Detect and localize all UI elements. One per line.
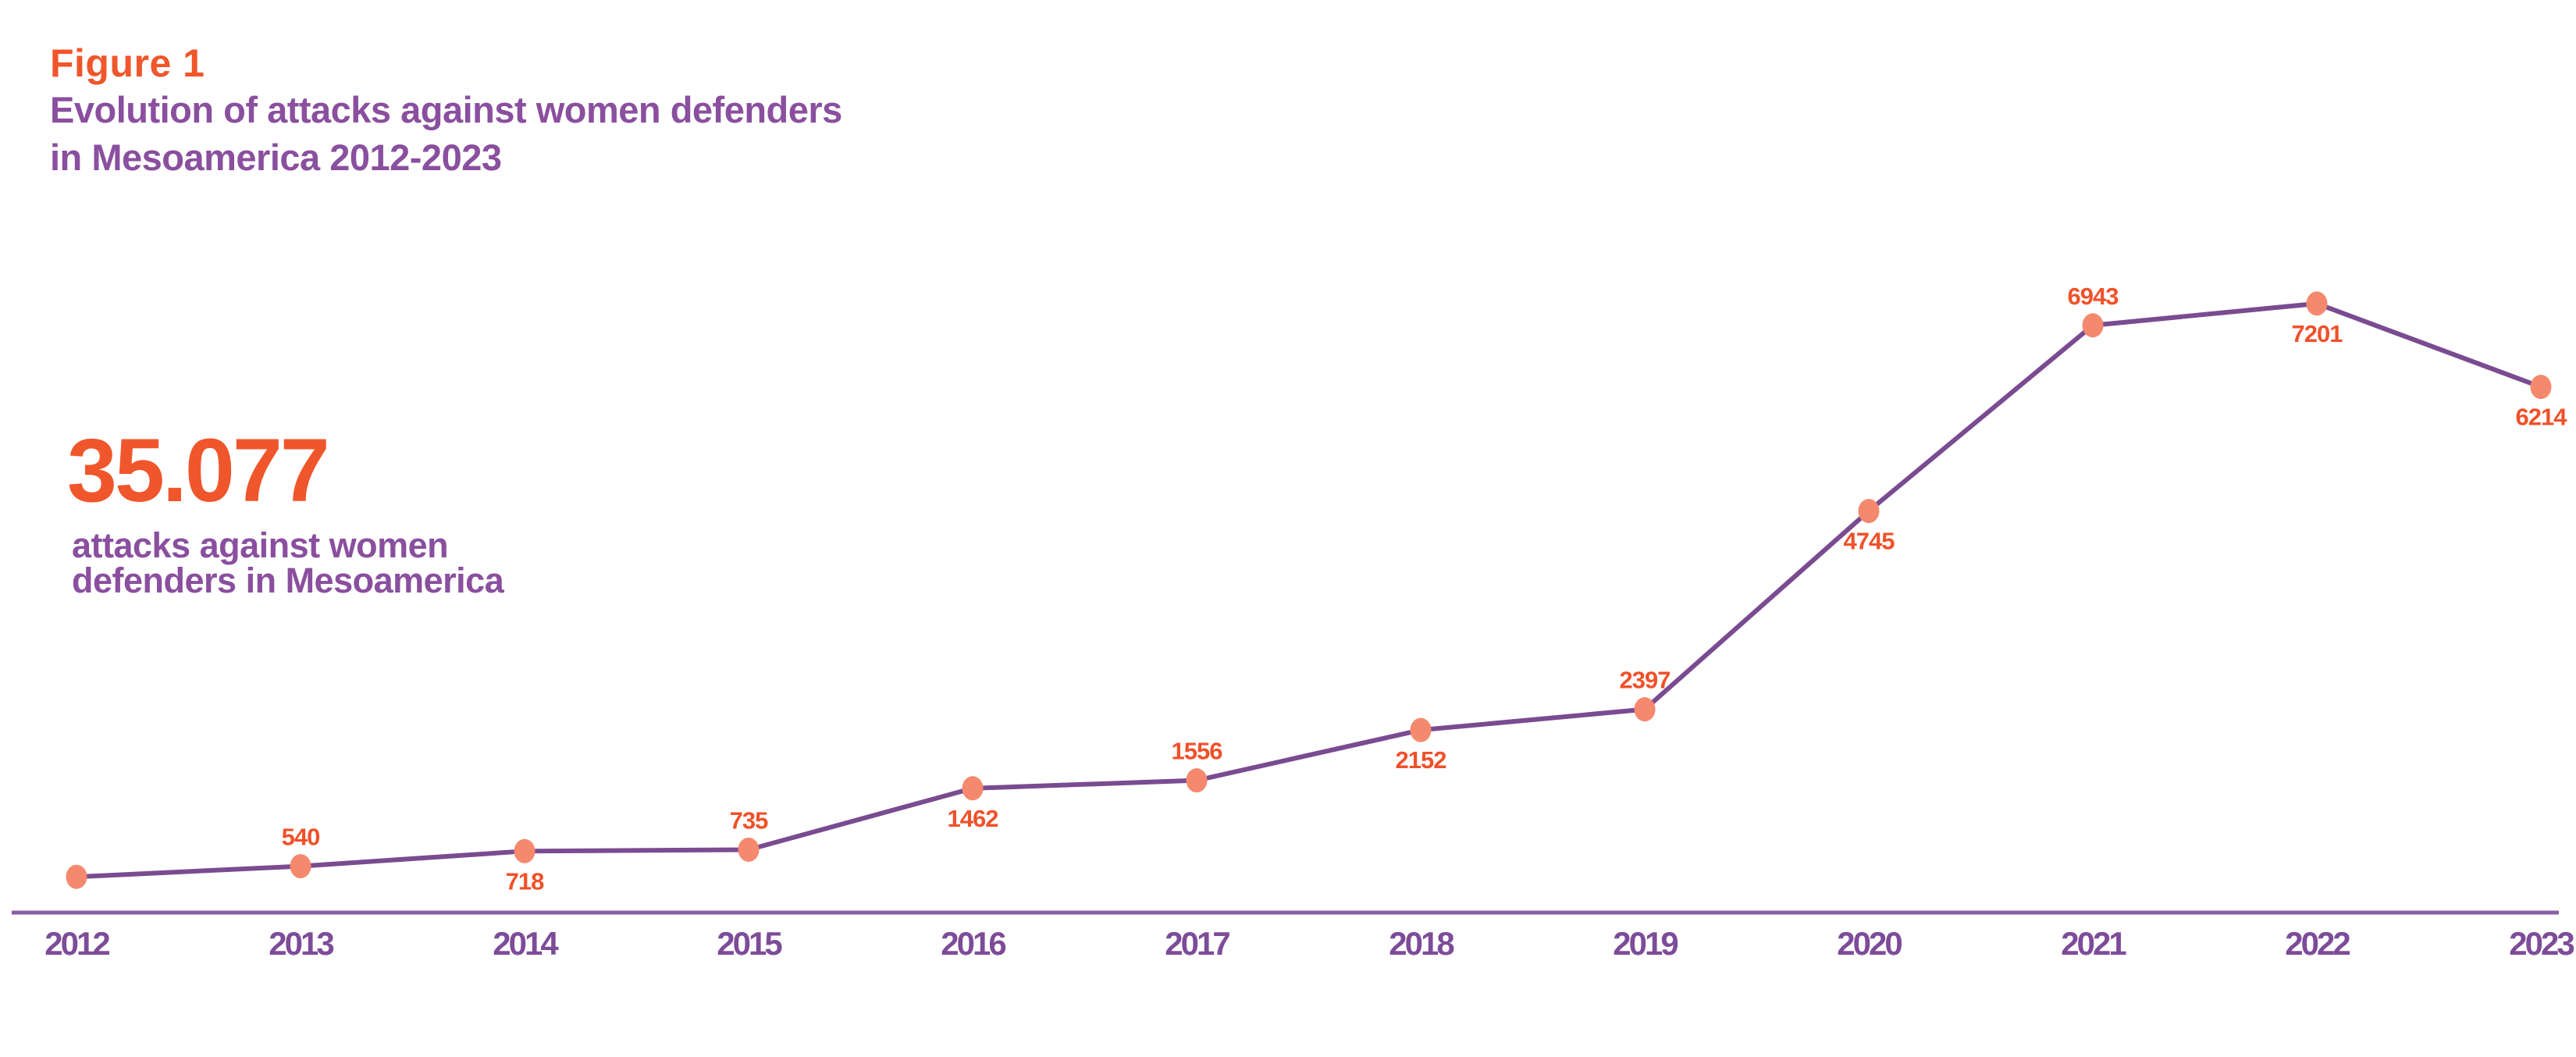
x-tick-label-2012: 2012 bbox=[44, 925, 109, 962]
data-points bbox=[66, 291, 2552, 889]
data-point-label-2014: 718 bbox=[506, 867, 544, 895]
data-point-2019 bbox=[1634, 697, 1656, 722]
data-point-label-2018: 2152 bbox=[1396, 746, 1446, 774]
data-point-2020 bbox=[1858, 499, 1880, 524]
data-point-label-2017: 1556 bbox=[1172, 738, 1223, 765]
data-point-2023 bbox=[2530, 375, 2552, 400]
data-point-label-2023: 6214 bbox=[2516, 404, 2568, 431]
stat-caption-line-2: defenders in Mesoamerica bbox=[72, 561, 504, 600]
data-point-2014 bbox=[514, 838, 535, 863]
x-tick-label-2022: 2022 bbox=[2285, 925, 2350, 962]
data-point-label-2019: 2397 bbox=[1620, 667, 1670, 694]
figure-title-line-1: Evolution of attacks against women defen… bbox=[50, 89, 842, 130]
figure-label: Figure 1 bbox=[50, 41, 205, 85]
data-point-labels: 540 718 735 1462 1556 2152 2397 4745 6943 7201 621… bbox=[282, 283, 2569, 895]
data-point-2022 bbox=[2306, 291, 2328, 316]
stat-caption: attacks against women defenders in Mesoa… bbox=[72, 525, 504, 600]
x-tick-label-2013: 2013 bbox=[269, 925, 333, 962]
data-point-label-2021: 6943 bbox=[2068, 283, 2119, 310]
x-tick-label-2016: 2016 bbox=[941, 925, 1005, 962]
trend-line bbox=[74, 301, 2543, 880]
data-point-2018 bbox=[1410, 717, 1432, 742]
x-tick-label-2017: 2017 bbox=[1165, 925, 1229, 962]
x-tick-label-2015: 2015 bbox=[717, 925, 782, 962]
stat-caption-line-1: attacks against women bbox=[72, 525, 449, 565]
data-point-2013 bbox=[290, 854, 311, 879]
figure-title: Evolution of attacks against women defen… bbox=[50, 86, 842, 181]
data-point-label-2022: 7201 bbox=[2292, 320, 2343, 347]
x-tick-label-2021: 2021 bbox=[2061, 925, 2126, 962]
data-point-2015 bbox=[738, 837, 760, 862]
x-axis-tick-labels: 2012 2013 2014 2015 2016 2017 2018 2019 2020 2021… bbox=[44, 925, 2576, 962]
data-point-label-2020: 4745 bbox=[1844, 528, 1895, 555]
stat-total-value: 35.077 bbox=[67, 421, 330, 521]
x-tick-label-2018: 2018 bbox=[1389, 925, 1454, 962]
data-point-2017 bbox=[1186, 768, 1208, 793]
x-tick-label-2020: 2020 bbox=[1837, 925, 1902, 962]
data-point-2012 bbox=[66, 864, 87, 889]
data-point-label-2015: 735 bbox=[730, 806, 768, 834]
x-tick-label-2014: 2014 bbox=[493, 925, 559, 962]
data-point-label-2016: 1462 bbox=[948, 805, 998, 832]
figure-title-line-2: in Mesoamerica 2012-2023 bbox=[50, 137, 502, 178]
data-point-2021 bbox=[2082, 313, 2104, 338]
x-tick-label-2019: 2019 bbox=[1613, 925, 1678, 962]
data-point-2016 bbox=[962, 776, 984, 801]
data-point-label-2013: 540 bbox=[282, 824, 320, 851]
x-tick-label-2023: 2023 bbox=[2509, 925, 2574, 962]
